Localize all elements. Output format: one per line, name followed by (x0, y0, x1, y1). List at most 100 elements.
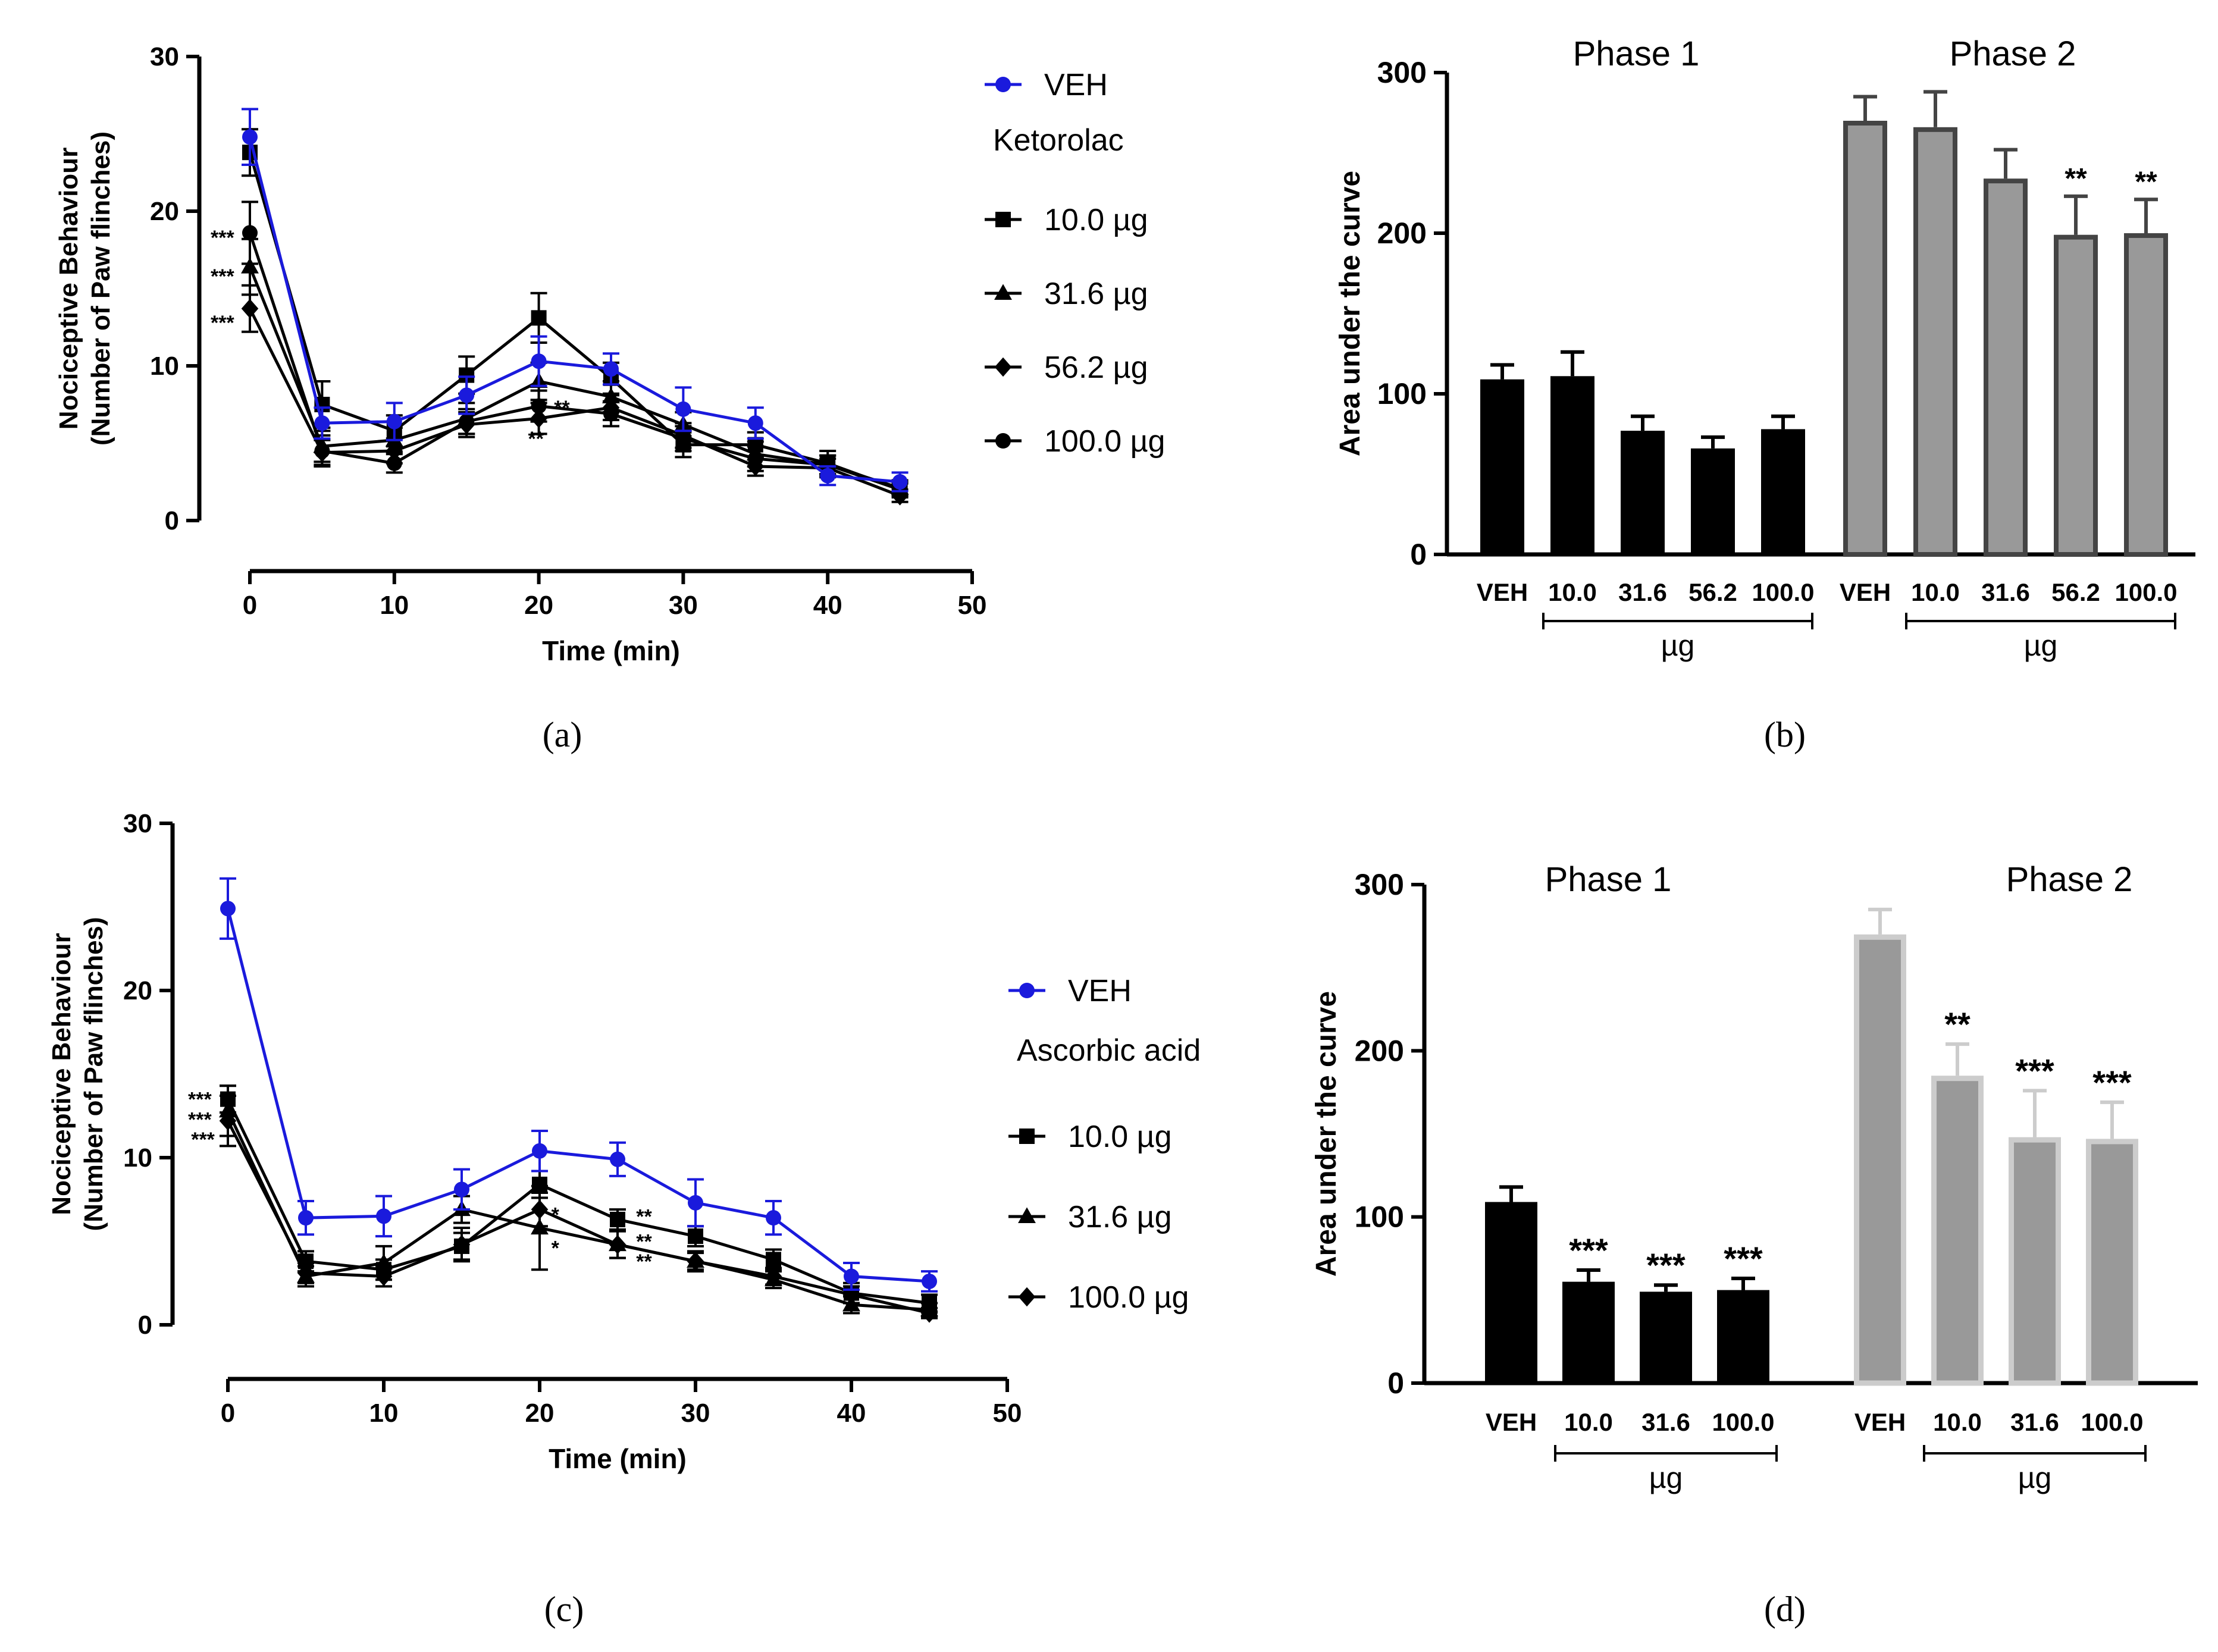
data-point (920, 1303, 938, 1323)
category-label: VEH (1486, 1408, 1537, 1436)
x-tick-label: 20 (524, 591, 553, 620)
bar (1984, 178, 2028, 557)
legend-entry: 10.0 µg (1008, 1120, 1172, 1154)
legend-marker (994, 284, 1012, 300)
legend-group-title: Ascorbic acid (1017, 1033, 1201, 1068)
bar-group-2: VEH 10.0 31.6 56.2 ** 100.0 ** Phase 2 µg (1840, 35, 2178, 662)
data-point (766, 1252, 781, 1268)
series-line (226, 1110, 930, 1312)
y-axis-title-line2: (Number of Paw flinches) (86, 131, 115, 446)
legend-entry: 10.0 µg (985, 203, 1148, 237)
data-point (459, 387, 475, 403)
panel-b-bar-chart: 0 100 200 300 Area under the curve VEH 10.0 31.… (1334, 35, 2195, 754)
significance-mark: ** (2135, 166, 2157, 198)
panel-caption: (c) (544, 1590, 584, 1629)
y-tick-label: 20 (123, 976, 152, 1005)
legend-entry: VEH (1008, 974, 1132, 1008)
group-title: Phase 2 (1950, 35, 2076, 73)
data-point (603, 406, 619, 422)
data-point (609, 1234, 626, 1255)
x-tick-label: 50 (958, 591, 987, 620)
category-label: 31.6 (2010, 1408, 2059, 1436)
y-tick-label: 300 (1377, 56, 1427, 89)
data-point (747, 451, 763, 466)
bar (1640, 1291, 1692, 1383)
y-tick-label: 200 (1377, 217, 1427, 250)
category-label: VEH (1840, 578, 1891, 606)
data-point (892, 474, 908, 490)
data-point (844, 1268, 859, 1284)
data-point (922, 1273, 937, 1289)
legend-entry: 100.0 µg (1008, 1280, 1189, 1315)
series-10-0-g (242, 128, 908, 499)
y-axis-title: Area under the curve (1334, 171, 1366, 456)
x-tick-label: 10 (380, 591, 409, 620)
data-point (531, 1199, 549, 1220)
y-tick-label: 20 (150, 197, 179, 226)
data-point (687, 1251, 704, 1271)
significance-mark: *** (188, 1089, 212, 1111)
y-tick-label: 10 (150, 352, 179, 381)
data-point (688, 1195, 703, 1211)
data-point (314, 443, 330, 459)
significance-mark: ** (1944, 1005, 1970, 1043)
legend-entry: 100.0 µg (985, 424, 1165, 459)
unit-label: µg (2018, 1461, 2052, 1494)
x-axis-title: Time (min) (549, 1443, 687, 1474)
bar (1480, 379, 1524, 554)
category-label: 56.2 (2051, 578, 2100, 606)
legend-label: 100.0 µg (1068, 1280, 1189, 1315)
y-axis-title-line2: (Number of Paw flinches) (79, 917, 108, 1231)
data-point (531, 310, 547, 326)
series-line (226, 908, 930, 1283)
y-tick-label: 300 (1355, 868, 1404, 901)
x-tick-label: 50 (993, 1399, 1022, 1428)
unit-label: µg (1661, 629, 1695, 662)
bar-group-1: VEH 10.0 *** 31.6 *** 100.0 *** Phase 1 µg (1485, 860, 1778, 1494)
legend-marker (1018, 1287, 1036, 1307)
series-10-0-g (220, 1084, 938, 1313)
y-tick-label: 10 (123, 1143, 152, 1173)
data-point (220, 901, 236, 917)
bar (1485, 1202, 1537, 1383)
series-veh (242, 108, 908, 493)
significance-mark: *** (1646, 1246, 1686, 1284)
data-point (531, 353, 547, 369)
legend-label: 10.0 µg (1044, 203, 1148, 237)
significance-mark: ** (554, 397, 570, 419)
legend-marker (1019, 1128, 1035, 1144)
legend-label: VEH (1068, 974, 1132, 1008)
significance-mark: *** (211, 265, 234, 288)
legend-label: 10.0 µg (1068, 1120, 1172, 1154)
bar (1761, 429, 1805, 554)
series-line (248, 136, 900, 484)
unit-label: µg (1649, 1461, 1683, 1494)
data-point (820, 457, 836, 473)
data-point (531, 398, 547, 414)
legend-label: 100.0 µg (1044, 424, 1165, 459)
series-line (248, 308, 901, 497)
bar (1691, 448, 1735, 554)
x-axis-title: Time (min) (542, 635, 680, 666)
category-label: 10.0 (1933, 1408, 1982, 1436)
data-point (298, 1210, 314, 1226)
data-point (766, 1210, 781, 1226)
data-point (241, 299, 259, 319)
bar (1621, 431, 1665, 554)
data-point (242, 225, 258, 241)
category-label: 10.0 (1548, 578, 1597, 606)
data-point (459, 413, 475, 430)
legend-label: VEH (1044, 68, 1108, 102)
data-point (453, 1234, 471, 1255)
x-tick-label: 30 (669, 591, 698, 620)
x-tick-label: 0 (221, 1399, 235, 1428)
y-tick-label: 0 (165, 506, 179, 535)
bar (1717, 1290, 1769, 1383)
data-point (241, 258, 259, 274)
category-label: 10.0 (1911, 578, 1960, 606)
legend-label: 31.6 µg (1044, 277, 1148, 311)
series-56-2-g (241, 284, 908, 506)
series-line (248, 266, 901, 490)
significance-mark: *** (211, 227, 234, 249)
legend-label: 31.6 µg (1068, 1200, 1172, 1234)
